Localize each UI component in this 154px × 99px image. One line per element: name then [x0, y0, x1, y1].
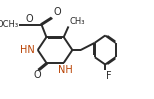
Text: O: O	[54, 7, 61, 17]
Text: F: F	[106, 71, 112, 81]
Text: NH: NH	[58, 65, 72, 75]
Text: CH₃: CH₃	[70, 17, 85, 26]
Text: O: O	[26, 14, 34, 24]
Text: OCH₃: OCH₃	[0, 20, 18, 29]
Text: O: O	[34, 70, 41, 80]
Text: HN: HN	[20, 45, 35, 55]
